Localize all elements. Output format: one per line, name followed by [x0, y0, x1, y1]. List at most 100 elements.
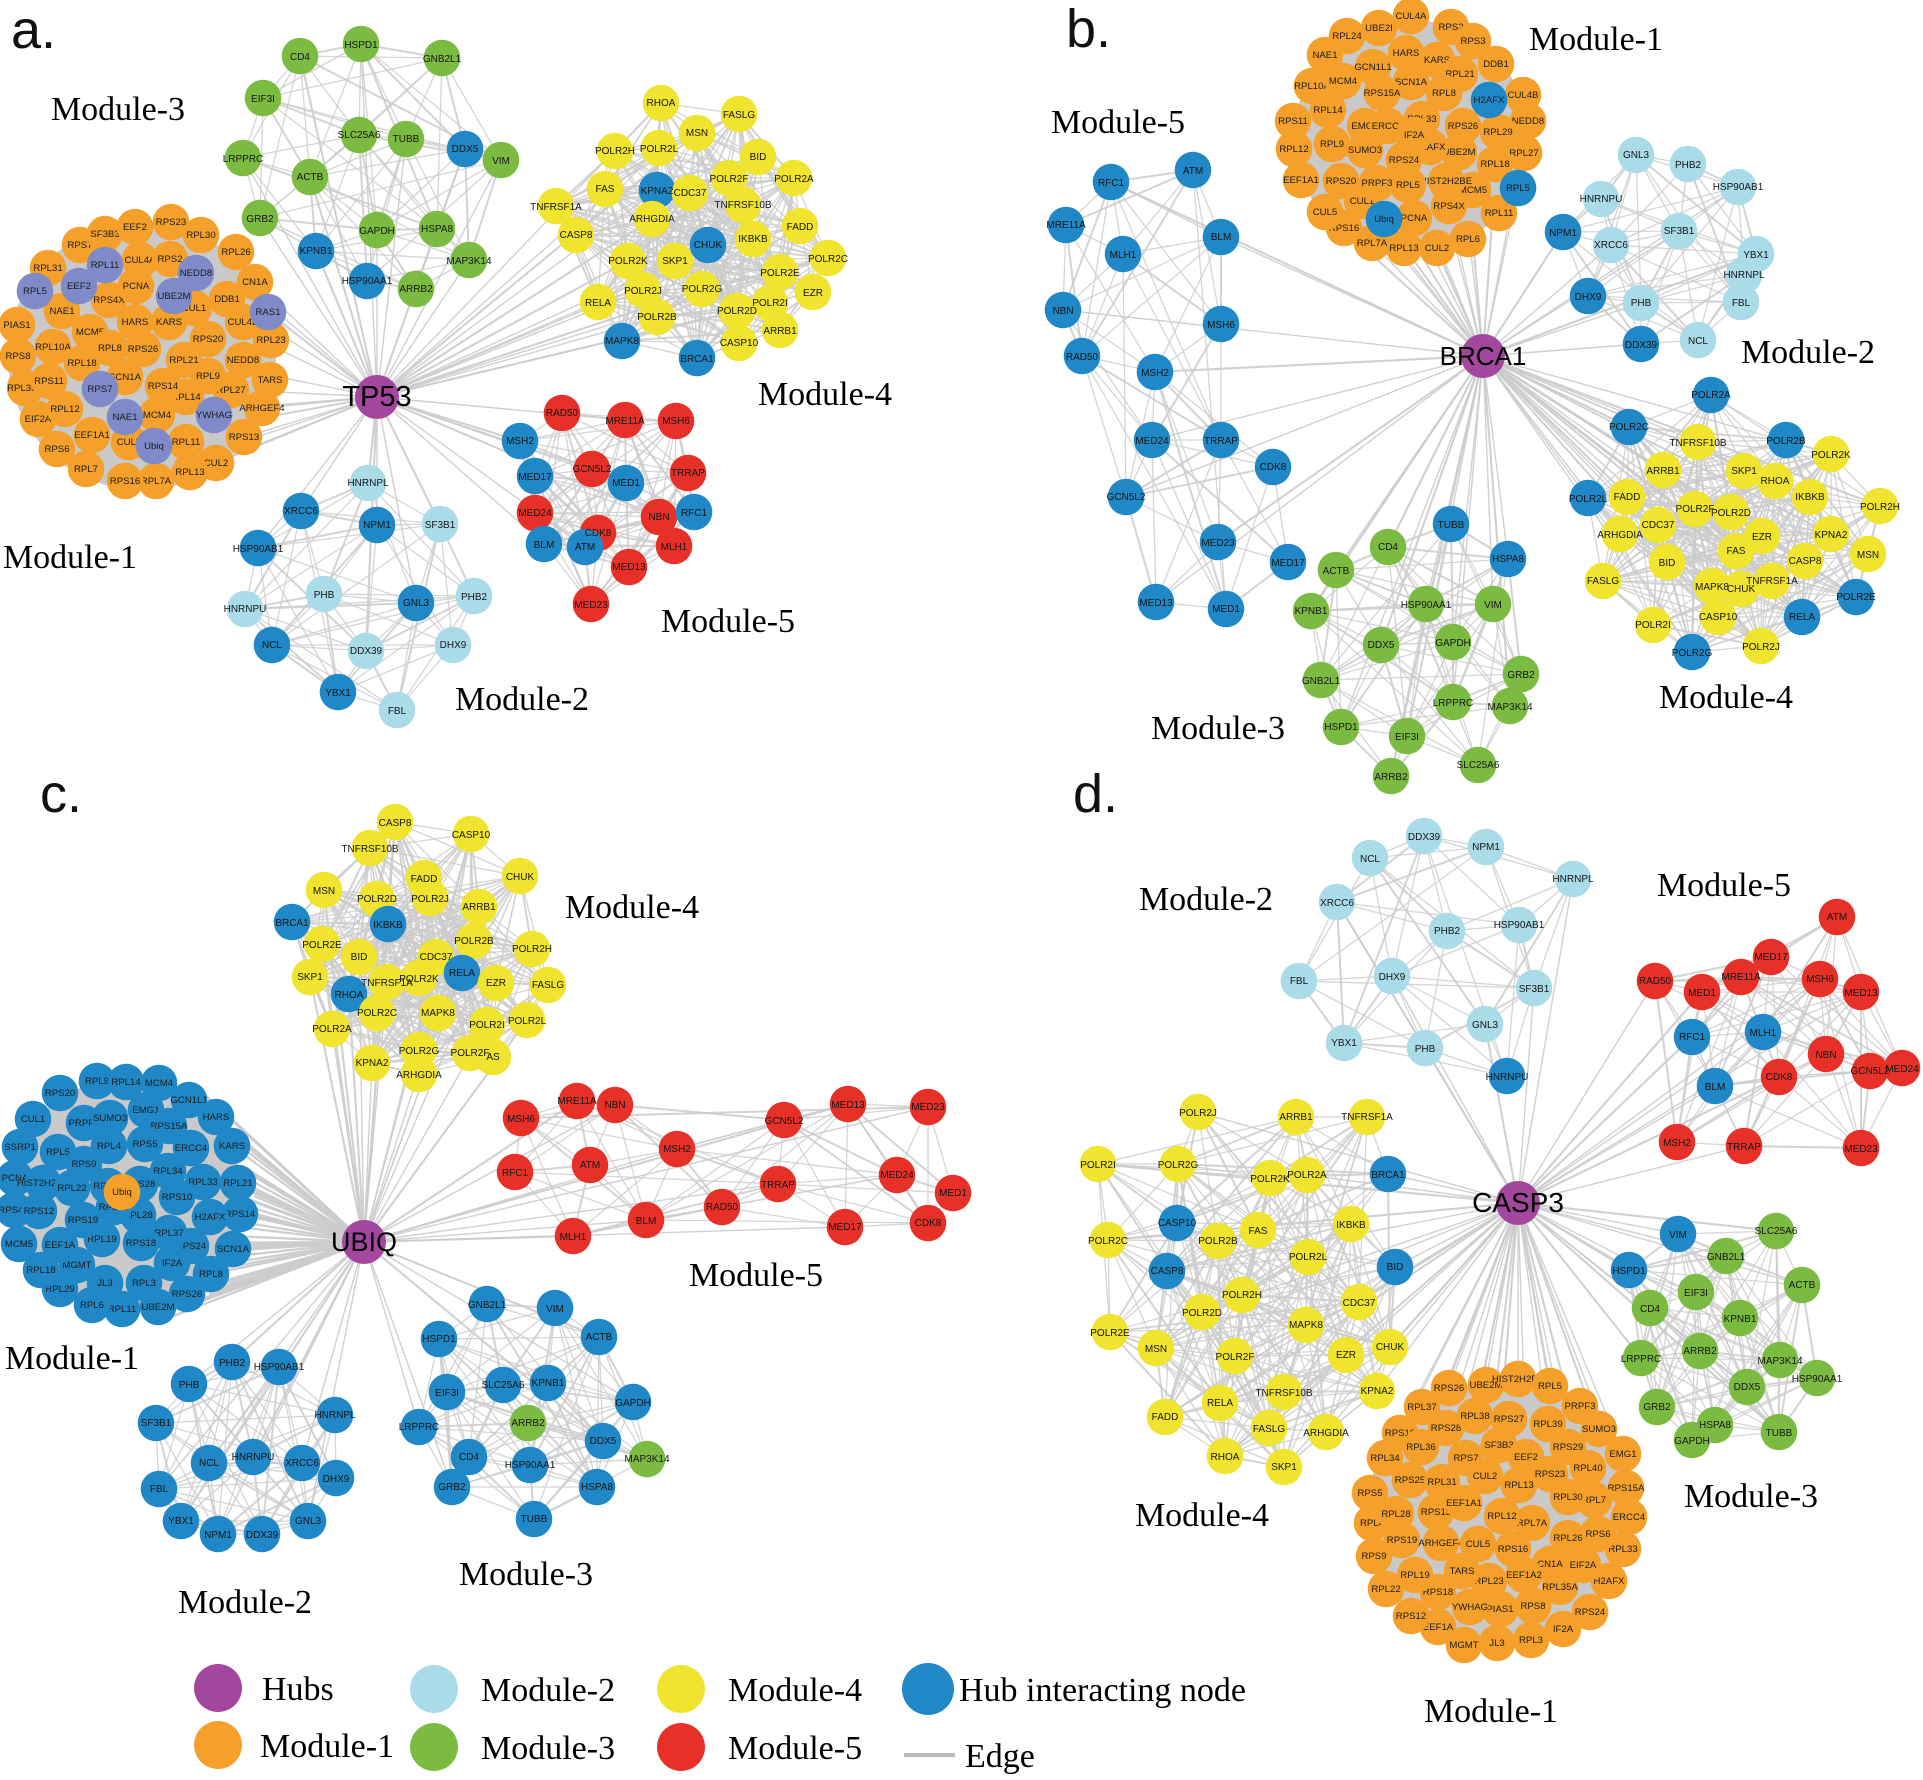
svg-text:RPS11: RPS11 — [1278, 116, 1308, 127]
svg-text:RPS4X: RPS4X — [1433, 201, 1465, 212]
svg-text:IKBKB: IKBKB — [1795, 492, 1825, 503]
svg-text:RPL23: RPL23 — [256, 335, 285, 346]
svg-text:CHUK: CHUK — [694, 240, 723, 251]
svg-text:UBE2M: UBE2M — [1442, 147, 1475, 158]
svg-text:RPS24: RPS24 — [176, 1241, 207, 1252]
svg-text:POLR2A: POLR2A — [1691, 390, 1731, 401]
svg-text:MAPK8: MAPK8 — [421, 1008, 455, 1019]
svg-text:RFC1: RFC1 — [1098, 178, 1125, 189]
svg-text:d.: d. — [1073, 764, 1118, 824]
svg-text:TNFRSF10B: TNFRSF10B — [341, 844, 399, 855]
svg-text:RPS12: RPS12 — [1396, 1611, 1426, 1622]
svg-text:CUL4B: CUL4B — [1508, 90, 1539, 101]
svg-text:UBIQ: UBIQ — [331, 1227, 397, 1257]
svg-text:RPL19: RPL19 — [87, 1234, 116, 1245]
svg-text:RPS19: RPS19 — [68, 1215, 98, 1226]
svg-text:POLR2C: POLR2C — [1609, 422, 1649, 433]
svg-text:GCN1L1: GCN1L1 — [1354, 62, 1391, 73]
svg-text:RELA: RELA — [585, 298, 611, 309]
svg-text:RPS2: RPS2 — [157, 254, 182, 265]
svg-text:Ubiq: Ubiq — [112, 1187, 132, 1198]
svg-text:MED24: MED24 — [1885, 1064, 1919, 1075]
svg-text:EEF2: EEF2 — [1514, 1452, 1538, 1463]
svg-text:Module-1: Module-1 — [260, 1728, 394, 1765]
svg-text:HNRNPL: HNRNPL — [347, 478, 389, 489]
svg-text:DDX5: DDX5 — [590, 1436, 617, 1447]
svg-text:PHB: PHB — [1415, 1044, 1436, 1055]
svg-text:RPL5: RPL5 — [1506, 183, 1530, 194]
svg-text:DHX9: DHX9 — [1575, 292, 1602, 303]
svg-text:MED24: MED24 — [518, 508, 552, 519]
svg-text:Module-3: Module-3 — [1684, 1478, 1818, 1515]
svg-text:RHOA: RHOA — [1761, 476, 1790, 487]
svg-text:EIF3I: EIF3I — [435, 1388, 459, 1399]
svg-text:Module-3: Module-3 — [1151, 710, 1285, 747]
svg-text:MSH2: MSH2 — [1141, 368, 1169, 379]
svg-text:NBN: NBN — [1052, 306, 1073, 317]
svg-text:IF2A: IF2A — [1404, 130, 1425, 141]
svg-text:POLR2I: POLR2I — [469, 1020, 505, 1031]
svg-text:EMG1: EMG1 — [1351, 121, 1378, 132]
svg-text:RPS7: RPS7 — [87, 384, 112, 395]
svg-text:RPL40: RPL40 — [1573, 1463, 1602, 1474]
svg-text:XRCC6: XRCC6 — [284, 506, 318, 517]
svg-text:RPS14: RPS14 — [148, 381, 179, 392]
svg-text:Module-3: Module-3 — [459, 1556, 593, 1593]
svg-text:GNB2L1: GNB2L1 — [1707, 1252, 1746, 1263]
svg-text:POLR2F: POLR2F — [1216, 1352, 1255, 1363]
svg-text:ARHGEF4: ARHGEF4 — [239, 403, 285, 414]
svg-text:TRRAP: TRRAP — [761, 1180, 795, 1191]
svg-text:Module-2: Module-2 — [1741, 334, 1875, 371]
svg-text:SCN1A: SCN1A — [1395, 77, 1428, 88]
svg-text:HSP90AB1: HSP90AB1 — [1713, 182, 1764, 193]
svg-text:RPS24: RPS24 — [1389, 155, 1420, 166]
svg-text:RPL13: RPL13 — [1504, 1480, 1533, 1491]
svg-text:Edge: Edge — [965, 1738, 1035, 1775]
svg-text:YBX1: YBX1 — [1331, 1038, 1357, 1049]
svg-text:DDX5: DDX5 — [1734, 1382, 1761, 1393]
svg-text:ARRB1: ARRB1 — [1646, 466, 1680, 477]
svg-text:RPL37: RPL37 — [1407, 1402, 1436, 1413]
svg-text:MSN: MSN — [1857, 550, 1879, 561]
svg-text:SF3B1: SF3B1 — [1519, 984, 1550, 995]
svg-text:RPS20: RPS20 — [1326, 176, 1356, 187]
svg-text:EIF3I: EIF3I — [1684, 1288, 1708, 1299]
svg-text:RPL10A: RPL10A — [1294, 81, 1330, 92]
svg-text:HNRNPU: HNRNPU — [232, 1452, 275, 1463]
svg-text:HNRNPU: HNRNPU — [1486, 1072, 1529, 1083]
svg-text:MED1: MED1 — [1212, 604, 1240, 615]
svg-text:RPL12: RPL12 — [1487, 1511, 1516, 1522]
svg-text:FAS: FAS — [1249, 1226, 1268, 1237]
svg-text:RPS27: RPS27 — [1494, 1414, 1524, 1425]
svg-text:XRCC6: XRCC6 — [285, 1458, 319, 1469]
svg-text:BID: BID — [750, 152, 767, 163]
svg-text:POLR2E: POLR2E — [302, 940, 342, 951]
svg-text:EEF2: EEF2 — [123, 222, 147, 233]
svg-text:RHOA: RHOA — [335, 990, 364, 1001]
svg-text:FBL: FBL — [1290, 976, 1309, 987]
svg-text:EEF1A1: EEF1A1 — [1446, 1498, 1482, 1509]
svg-text:SF3B1: SF3B1 — [141, 1418, 172, 1429]
svg-text:RPS9: RPS9 — [1361, 1551, 1386, 1562]
svg-text:KARS: KARS — [219, 1141, 245, 1152]
svg-text:TRRAP: TRRAP — [671, 468, 705, 479]
svg-text:BLM: BLM — [636, 1216, 657, 1227]
svg-text:POLR2K: POLR2K — [1250, 1174, 1290, 1185]
svg-text:KPNB1: KPNB1 — [1724, 1314, 1757, 1325]
svg-text:KPNA2: KPNA2 — [1361, 1386, 1394, 1397]
svg-text:RFC1: RFC1 — [681, 508, 708, 519]
svg-text:RPL12: RPL12 — [50, 404, 79, 415]
svg-text:POLR2F: POLR2F — [451, 1048, 490, 1059]
svg-text:MED23: MED23 — [1201, 538, 1235, 549]
svg-text:MSN: MSN — [1145, 1344, 1167, 1355]
svg-text:ACTB: ACTB — [297, 172, 324, 183]
svg-text:Module-5: Module-5 — [728, 1730, 862, 1767]
svg-text:YWHAG: YWHAG — [196, 410, 232, 421]
svg-text:CDC37: CDC37 — [1343, 1298, 1376, 1309]
svg-text:DDB1: DDB1 — [1483, 59, 1509, 70]
svg-text:RPS16: RPS16 — [1329, 223, 1359, 234]
svg-text:GNL3: GNL3 — [403, 598, 430, 609]
svg-text:RPL14: RPL14 — [111, 1077, 141, 1088]
svg-text:KPNA2: KPNA2 — [641, 186, 674, 197]
svg-text:RPS3: RPS3 — [1460, 36, 1485, 47]
